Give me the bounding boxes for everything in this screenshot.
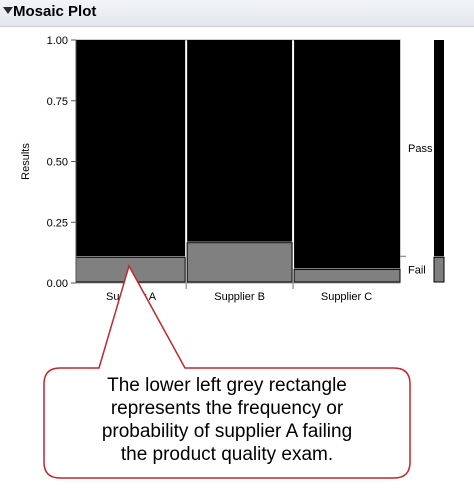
level-label-pass: Pass [408,143,433,155]
callout-bubble [43,264,411,479]
level-label-fail: Fail [408,265,426,277]
pass-tile [187,40,293,242]
y-tick-label: 1.00 [47,35,68,47]
y-tick-label: 0.75 [47,96,68,108]
pass-tile [76,40,186,257]
y-tick-label: 0.25 [47,217,68,229]
callout-line: The lower left grey rectangle [107,375,347,396]
overall-pass-tile [434,40,444,257]
x-tick-label: Supplier C [321,291,372,303]
fail-tile [293,268,401,283]
pass-tile [294,40,400,269]
callout-text: The lower left grey rectangle represents… [54,374,400,466]
fail-tile [186,242,293,283]
overall-fail-tile [433,256,445,283]
x-tick-label: Supplier B [214,291,265,303]
y-tick-label: 0.00 [47,278,68,290]
plot-title: Mosaic Plot [13,3,97,20]
y-axis-label: Results [20,143,32,180]
y-tick-label: 0.50 [47,157,68,169]
callout-line: represents the frequency or [110,398,344,419]
callout-line: probability of supplier A failing [101,421,353,442]
collapse-triangle-icon[interactable] [3,7,13,14]
plot-header: Mosaic Plot [0,0,474,27]
callout-line: the product quality exam. [120,444,334,465]
